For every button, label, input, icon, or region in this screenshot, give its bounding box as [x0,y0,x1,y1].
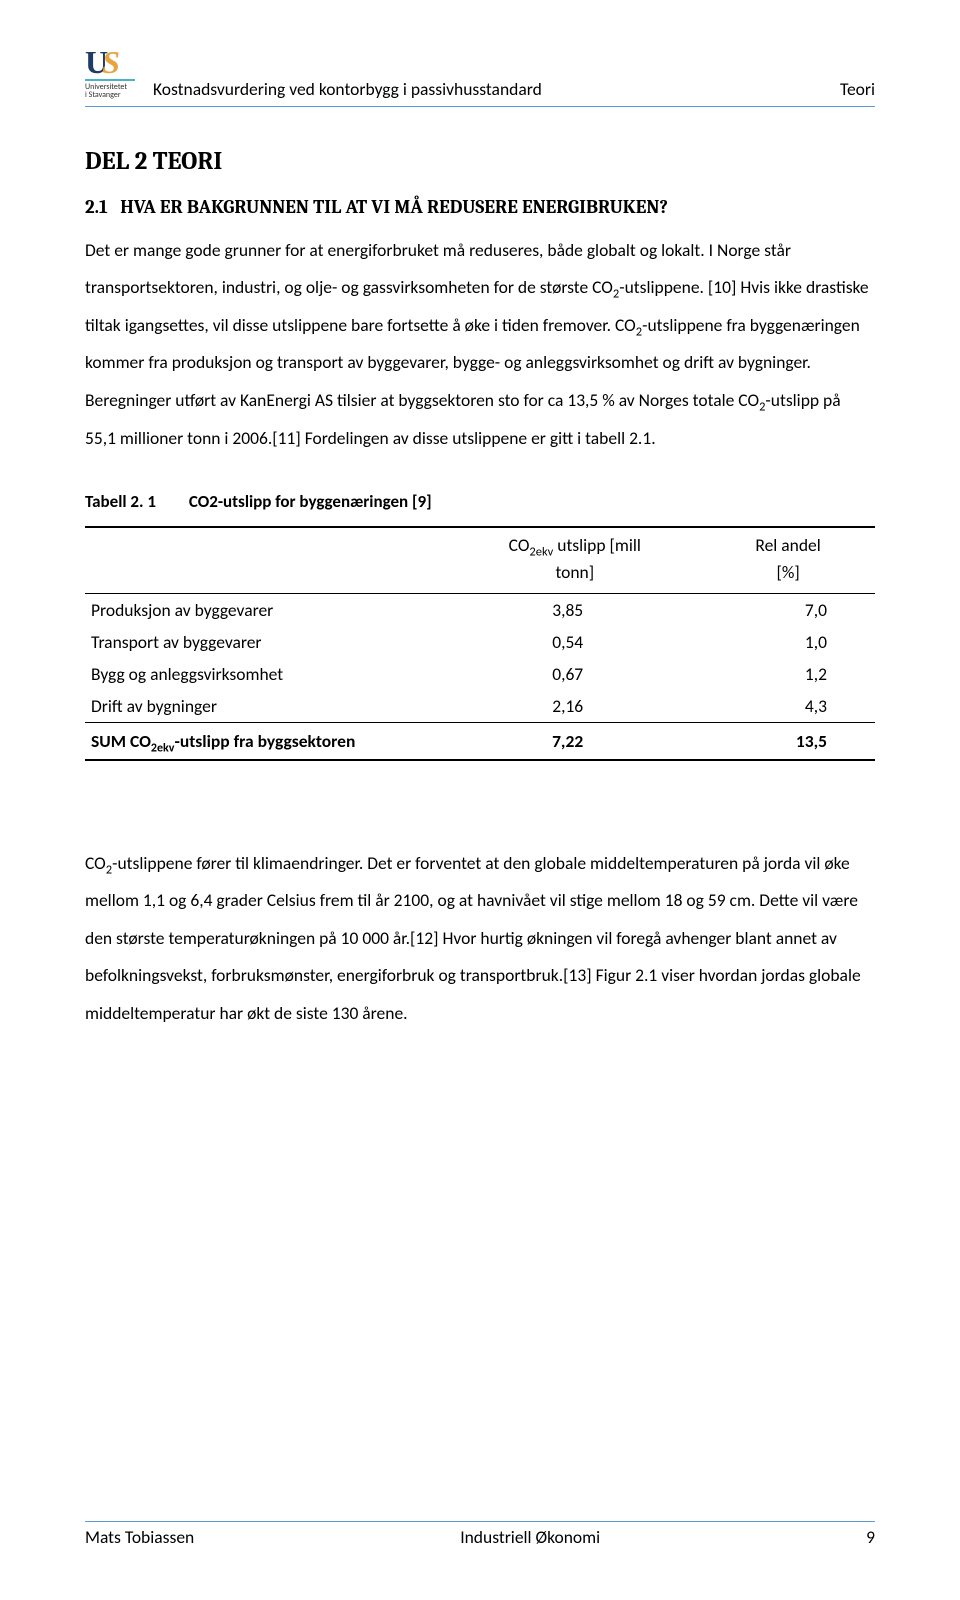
paragraph-2: CO2-utslippene fører til klimaendringer.… [85,845,875,1033]
footer-program: Industriell Økonomi [460,1526,600,1548]
heading-text: HVA ER BAKGRUNNEN TIL AT VI MÅ REDUSERE … [120,196,668,218]
table-sum-row: SUM CO2ekv-utslipp fra byggsektoren 7,22… [85,722,875,760]
col-andel: Rel andel [%] [701,527,875,593]
heading-number: 2.1 [85,196,108,218]
table-caption-label: Tabell 2. 1 [85,491,185,512]
co2-table: CO2ekv utslipp [mill tonn] Rel andel [%]… [85,526,875,760]
header-title: Kostnadsvurdering ved kontorbygg i passi… [153,78,840,104]
footer-author: Mats Tobiassen [85,1526,194,1548]
col-utslipp: CO2ekv utslipp [mill tonn] [448,527,701,593]
logo-text-2: i Stavanger [85,91,139,99]
table-caption-text: CO2-utslipp for byggenæringen [9] [189,491,432,512]
heading-2-1: 2.1 HVA ER BAKGRUNNEN TIL AT VI MÅ REDUS… [85,196,875,218]
university-logo: US Universitetet i Stavanger [85,48,139,100]
table-row: Drift av bygninger 2,16 4,3 [85,690,875,723]
page-footer: Mats Tobiassen Industriell Økonomi 9 [85,1521,875,1548]
footer-page-number: 9 [866,1526,875,1548]
paragraph-1: Det er mange gode grunner for at energif… [85,232,875,458]
table-row: Produksjon av byggevarer 3,85 7,0 [85,593,875,626]
table-row: Bygg og anleggsvirksomhet 0,67 1,2 [85,658,875,690]
table-caption: Tabell 2. 1 CO2-utslipp for byggenæringe… [85,491,875,512]
page-header: US Universitetet i Stavanger Kostnadsvur… [85,48,875,107]
table-header-row: CO2ekv utslipp [mill tonn] Rel andel [%] [85,527,875,593]
logo-mark: US [85,48,139,77]
header-section: Teori [840,78,875,104]
heading-del2: DEL 2 TEORI [85,147,875,176]
table-row: Transport av byggevarer 0,54 1,0 [85,626,875,658]
